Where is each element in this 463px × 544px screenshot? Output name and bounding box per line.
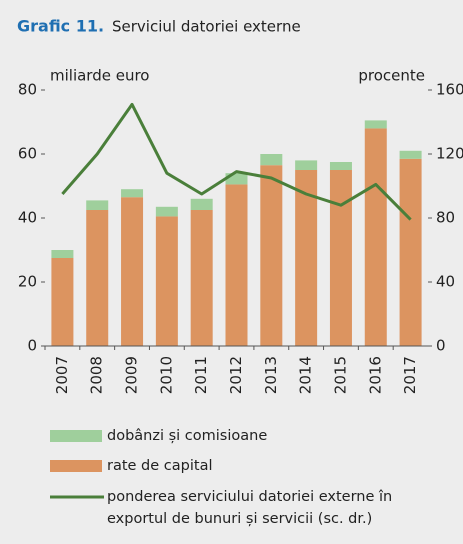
chart-title: Serviciul datoriei externe <box>112 18 301 36</box>
bar <box>364 128 387 346</box>
bar <box>329 170 352 346</box>
y2-tick-label: 80 <box>436 209 455 227</box>
x-tick-label: 2010 <box>157 356 175 394</box>
bar <box>190 210 213 346</box>
y-tick-label: 0 <box>27 337 37 355</box>
x-tick-label: 2011 <box>192 356 210 394</box>
y2-tick-label: 160 <box>436 81 463 99</box>
figure-label: Grafic 11. <box>17 17 104 36</box>
y-axis-label: miliarde euro <box>50 67 149 85</box>
line-series <box>61 102 412 221</box>
x-tick-label: 2015 <box>331 356 349 394</box>
y2-tick-label: 0 <box>436 337 446 355</box>
legend-swatch <box>50 430 102 442</box>
bar <box>51 258 74 346</box>
y2-tick-label: 120 <box>436 145 463 163</box>
x-tick-label: 2016 <box>366 356 384 394</box>
legend-label: rate de capital <box>107 458 213 474</box>
bar <box>121 189 144 198</box>
bar <box>190 198 213 210</box>
y-tick-label: 80 <box>18 81 37 99</box>
y-tick-label: 60 <box>18 145 37 163</box>
legend-label: ponderea serviciului datoriei externe în… <box>107 489 393 527</box>
y2-tick-label: 40 <box>436 273 455 291</box>
bar <box>121 197 144 346</box>
bar <box>225 173 248 185</box>
bar <box>364 120 387 129</box>
legend-label: dobânzi și comisioane <box>107 428 268 444</box>
x-tick-label: 2014 <box>297 356 315 394</box>
bar <box>155 206 178 217</box>
x-tick-label: 2017 <box>401 356 419 394</box>
y-tick-label: 20 <box>18 273 37 291</box>
bar <box>86 210 109 346</box>
bar <box>329 162 352 170</box>
x-tick-label: 2013 <box>262 356 280 394</box>
bar <box>225 184 248 346</box>
y2-axis-label: procente <box>358 67 425 85</box>
bar <box>295 160 318 170</box>
x-tick-label: 2008 <box>88 356 106 394</box>
legend-swatch <box>50 460 102 472</box>
bar <box>155 216 178 346</box>
bar <box>260 165 283 346</box>
bar <box>295 170 318 346</box>
bar <box>260 154 283 166</box>
x-tick-label: 2007 <box>53 356 71 394</box>
bar <box>86 200 109 210</box>
bar <box>399 150 422 159</box>
x-tick-label: 2012 <box>227 356 245 394</box>
bar <box>399 158 422 346</box>
bar <box>51 250 74 258</box>
y-tick-label: 40 <box>18 209 37 227</box>
x-tick-label: 2009 <box>123 356 141 394</box>
